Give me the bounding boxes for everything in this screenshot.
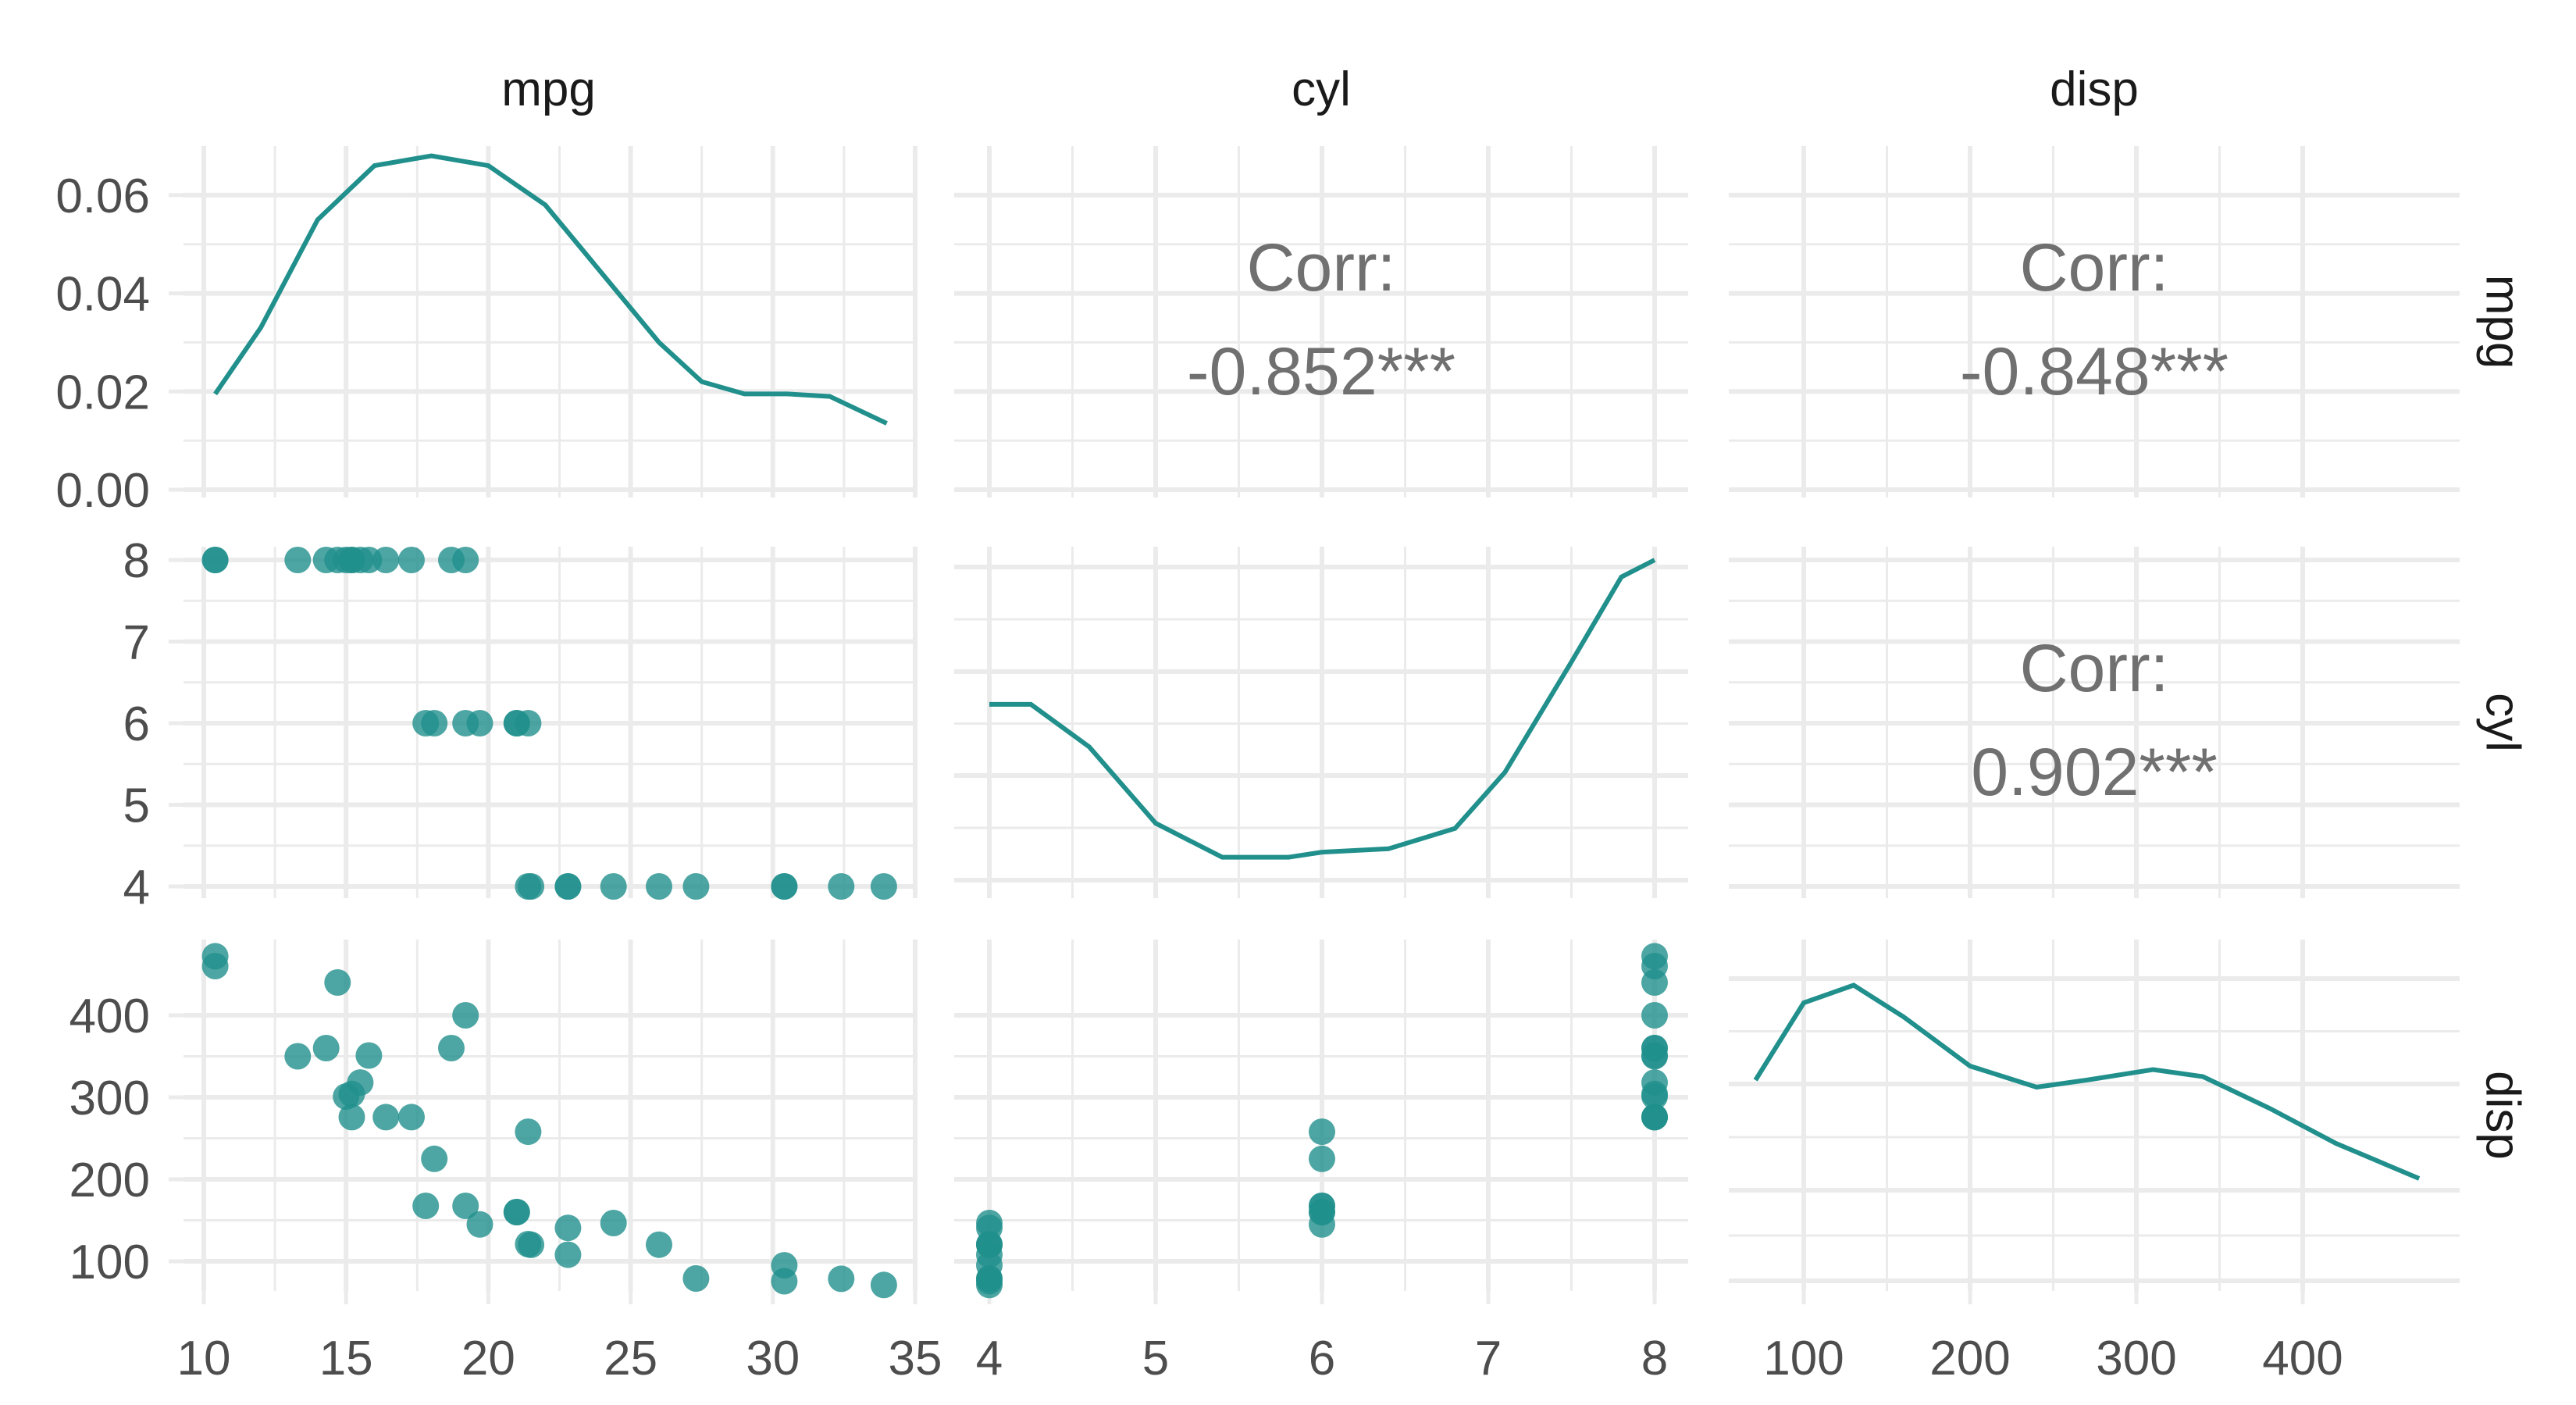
scatter-point-cyl-vs-mpg — [870, 873, 897, 900]
correlation-label: Corr: — [2019, 230, 2168, 305]
strip-label-top: cyl — [1292, 62, 1351, 116]
scatter-point-cyl-vs-mpg — [201, 547, 229, 573]
strip-label-right: mpg — [2476, 275, 2530, 369]
scatter-point-disp-vs-mpg — [515, 1231, 542, 1257]
strip-label-right: cyl — [2476, 693, 2530, 752]
scatter-point-disp-vs-mpg — [600, 1210, 627, 1236]
scatter-point-disp-vs-cyl — [1309, 1145, 1335, 1172]
scatter-point-disp-vs-mpg — [682, 1265, 710, 1292]
scatter-point-cyl-vs-mpg — [554, 873, 582, 900]
scatter-point-disp-vs-mpg — [646, 1231, 672, 1258]
scatter-point-disp-vs-cyl — [976, 1231, 1003, 1257]
density-curve-cyl — [989, 558, 1656, 860]
x-tick-label: 30 — [746, 1332, 800, 1385]
scatter-point-disp-vs-cyl — [976, 1252, 1003, 1279]
scatter-point-disp-vs-mpg — [452, 1002, 479, 1029]
x-tick-label: 10 — [177, 1332, 231, 1385]
scatter-point-disp-vs-mpg — [355, 1042, 383, 1069]
y-tick-label: 0.06 — [55, 169, 150, 223]
scatter-point-disp-vs-cyl — [1309, 1193, 1335, 1219]
x-tick-label: 8 — [1641, 1332, 1668, 1385]
scatter-point-cyl-vs-mpg — [600, 873, 627, 900]
scatter-point-disp-vs-cyl — [1309, 1118, 1335, 1146]
scatter-point-disp-vs-mpg — [503, 1199, 530, 1225]
x-tick-label: 5 — [1142, 1332, 1169, 1385]
scatter-point-disp-vs-mpg — [515, 1118, 542, 1146]
scatter-point-cyl-vs-mpg — [452, 547, 479, 573]
strip-label-right: disp — [2476, 1071, 2530, 1160]
scatter-point-disp-vs-mpg — [338, 1104, 365, 1131]
scatter-point-disp-vs-mpg — [333, 1083, 360, 1110]
scatter-point-cyl-vs-mpg — [771, 873, 798, 900]
x-tick-label: 35 — [889, 1332, 942, 1385]
x-tick-label: 200 — [1929, 1332, 2010, 1385]
scatter-point-disp-vs-cyl — [1309, 1211, 1335, 1238]
x-tick-label: 6 — [1309, 1332, 1335, 1385]
scatter-point-disp-vs-mpg — [412, 1193, 440, 1219]
x-tick-label: 7 — [1475, 1332, 1502, 1385]
y-tick-label: 0.00 — [55, 464, 150, 518]
scatter-point-cyl-vs-mpg — [646, 873, 672, 900]
scatter-point-cyl-vs-mpg — [412, 710, 440, 736]
scatter-point-cyl-vs-mpg — [466, 710, 493, 736]
scatter-point-disp-vs-cyl — [1641, 1104, 1668, 1131]
scatter-point-cyl-vs-mpg — [515, 710, 542, 736]
x-tick-label: 20 — [461, 1332, 515, 1385]
y-tick-label: 100 — [69, 1236, 150, 1289]
y-tick-label: 7 — [123, 616, 150, 670]
scatter-point-disp-vs-mpg — [312, 1035, 340, 1061]
scatter-point-disp-vs-cyl — [1641, 1002, 1668, 1029]
scatter-point-cyl-vs-mpg — [333, 547, 360, 573]
scatter-point-disp-vs-mpg — [771, 1252, 798, 1279]
x-tick-label: 25 — [604, 1332, 657, 1385]
x-tick-label: 300 — [2096, 1332, 2176, 1385]
scatter-point-disp-vs-mpg — [284, 1043, 312, 1070]
scatter-point-cyl-vs-mpg — [515, 873, 542, 900]
correlation-value: -0.848*** — [1960, 334, 2229, 409]
y-tick-label: 400 — [69, 990, 150, 1043]
scatter-point-disp-vs-cyl — [1641, 969, 1668, 996]
scatter-point-disp-vs-mpg — [554, 1241, 582, 1268]
x-tick-label: 4 — [976, 1332, 1003, 1385]
scatter-point-cyl-vs-mpg — [398, 547, 425, 573]
scatter-point-disp-vs-mpg — [398, 1104, 425, 1131]
scatter-point-disp-vs-mpg — [466, 1211, 493, 1238]
x-tick-label: 15 — [319, 1332, 373, 1385]
y-tick-label: 200 — [69, 1154, 150, 1207]
scatter-point-cyl-vs-mpg — [284, 547, 312, 573]
scatter-point-disp-vs-mpg — [438, 1035, 465, 1061]
scatter-point-cyl-vs-mpg — [355, 547, 383, 573]
x-tick-label: 400 — [2262, 1332, 2343, 1385]
scatter-point-disp-vs-cyl — [1641, 1083, 1668, 1110]
density-curve-mpg — [213, 153, 888, 426]
y-tick-label: 6 — [123, 697, 150, 751]
scatter-point-disp-vs-mpg — [452, 1193, 479, 1219]
correlation-label: Corr: — [2019, 631, 2168, 706]
y-tick-label: 300 — [69, 1072, 150, 1125]
scatter-point-disp-vs-mpg — [870, 1271, 897, 1299]
correlation-label: Corr: — [1246, 230, 1395, 305]
scatter-point-disp-vs-mpg — [554, 1214, 582, 1242]
density-curve-disp — [1753, 982, 2421, 1181]
scatter-point-disp-vs-mpg — [421, 1145, 448, 1172]
scatter-point-disp-vs-mpg — [324, 969, 351, 996]
scatter-point-cyl-vs-mpg — [828, 873, 855, 900]
y-tick-label: 4 — [123, 861, 150, 915]
scatter-point-disp-vs-mpg — [828, 1265, 855, 1293]
correlation-value: 0.902*** — [1971, 735, 2218, 810]
correlation-value: -0.852*** — [1187, 334, 1455, 409]
x-tick-label: 100 — [1763, 1332, 1844, 1385]
scatter-point-disp-vs-mpg — [372, 1104, 400, 1131]
strip-label-top: disp — [2050, 62, 2139, 116]
strip-label-top: mpg — [501, 62, 596, 116]
y-tick-label: 5 — [123, 779, 150, 833]
scatter-point-disp-vs-mpg — [201, 953, 229, 979]
y-tick-label: 0.04 — [55, 268, 150, 322]
y-tick-label: 8 — [123, 534, 150, 588]
scatter-point-cyl-vs-mpg — [682, 873, 710, 900]
scatter-point-disp-vs-cyl — [1641, 1042, 1668, 1069]
y-tick-label: 0.02 — [55, 366, 150, 419]
